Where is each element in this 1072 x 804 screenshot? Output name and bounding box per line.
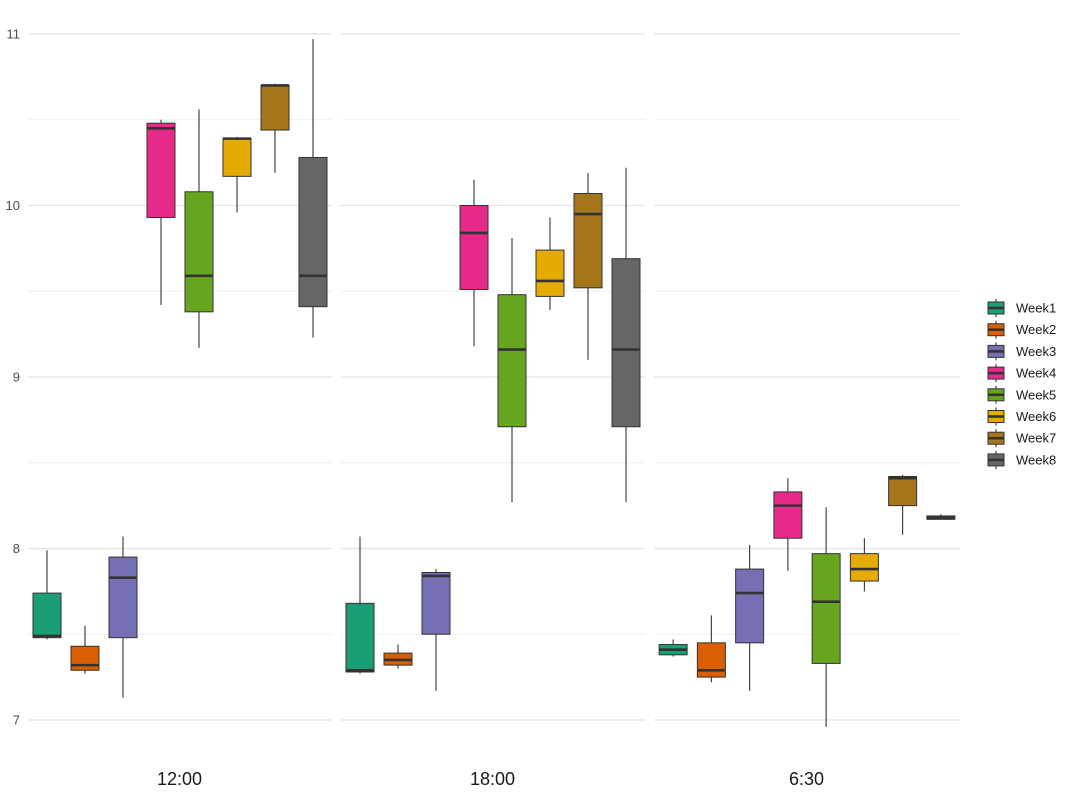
- legend-item: Week1: [987, 299, 1056, 317]
- box-week4: [459, 179, 489, 347]
- box-week3: [735, 545, 765, 691]
- legend-label: Week7: [1016, 431, 1056, 446]
- legend-label: Week3: [1016, 344, 1056, 359]
- box-iqr: [497, 294, 527, 428]
- box-week8: [611, 167, 641, 503]
- y-tick-label: 10: [6, 198, 20, 213]
- box-week4: [773, 478, 803, 571]
- box-iqr: [108, 556, 138, 639]
- box-iqr: [32, 592, 62, 639]
- legend-item: Week8: [987, 450, 1056, 469]
- box-week5: [811, 507, 841, 727]
- facet-panel: [658, 474, 956, 727]
- box-iqr: [184, 191, 214, 313]
- box-week5: [497, 238, 527, 503]
- legend-item: Week2: [987, 320, 1056, 339]
- legend-item: Week5: [987, 385, 1056, 404]
- facet-label: 12:00: [157, 769, 202, 789]
- box-week5: [184, 109, 214, 348]
- box-iqr: [298, 156, 328, 308]
- box-week7: [573, 172, 603, 360]
- box-week7: [888, 474, 918, 535]
- box-iqr: [421, 572, 451, 635]
- box-week1: [32, 550, 62, 640]
- facet-label: 6:30: [789, 769, 824, 789]
- box-week1: [345, 536, 375, 674]
- box-iqr: [345, 602, 375, 673]
- box-week4: [146, 119, 176, 305]
- box-week3: [108, 536, 138, 698]
- box-iqr: [222, 138, 252, 177]
- legend-label: Week4: [1016, 366, 1056, 381]
- facet-label: 18:00: [470, 769, 515, 789]
- box-iqr: [70, 645, 100, 671]
- grid-layer: [28, 33, 960, 721]
- box-iqr: [573, 192, 603, 289]
- box-layer: [32, 39, 956, 727]
- legend-item: Week4: [987, 364, 1056, 383]
- box-week6: [849, 538, 879, 592]
- box-week6: [222, 136, 252, 213]
- box-iqr: [535, 249, 565, 297]
- box-week3: [421, 569, 451, 691]
- facet-panel: [32, 39, 328, 698]
- y-tick-label: 9: [13, 370, 20, 385]
- legend-item: Week3: [987, 342, 1056, 361]
- y-tick-label: 7: [13, 713, 20, 728]
- facet-panel: [345, 167, 641, 691]
- y-tick-label: 11: [7, 27, 21, 42]
- legend-item: Week6: [987, 407, 1056, 426]
- box-week6: [535, 217, 565, 311]
- box-iqr: [459, 205, 489, 291]
- box-iqr: [146, 122, 176, 219]
- legend: Week1 Week2 Week3 Week4 Week5 Week6 Week7 Week8: [987, 299, 1056, 469]
- box-week8: [926, 514, 956, 520]
- legend-label: Week2: [1016, 322, 1056, 337]
- axis-layer: 7 8 9 10 11 12:00 18:00 6:30: [6, 27, 824, 790]
- box-iqr: [696, 642, 726, 678]
- box-iqr: [773, 491, 803, 539]
- legend-label: Week8: [1016, 452, 1056, 467]
- y-tick-label: 8: [13, 541, 20, 556]
- legend-label: Week5: [1016, 387, 1056, 402]
- box-week7: [260, 83, 290, 173]
- box-iqr: [735, 568, 765, 644]
- legend-item: Week7: [987, 429, 1056, 448]
- box-iqr: [811, 553, 841, 664]
- box-iqr: [849, 553, 879, 582]
- legend-label: Week6: [1016, 409, 1056, 424]
- box-week2: [70, 625, 100, 674]
- box-week2: [696, 615, 726, 683]
- box-week8: [298, 39, 328, 338]
- box-iqr: [611, 258, 641, 428]
- box-iqr: [260, 84, 290, 131]
- box-iqr: [888, 475, 918, 507]
- box-week1: [658, 639, 688, 657]
- box-week2: [383, 644, 413, 669]
- legend-label: Week1: [1016, 301, 1056, 316]
